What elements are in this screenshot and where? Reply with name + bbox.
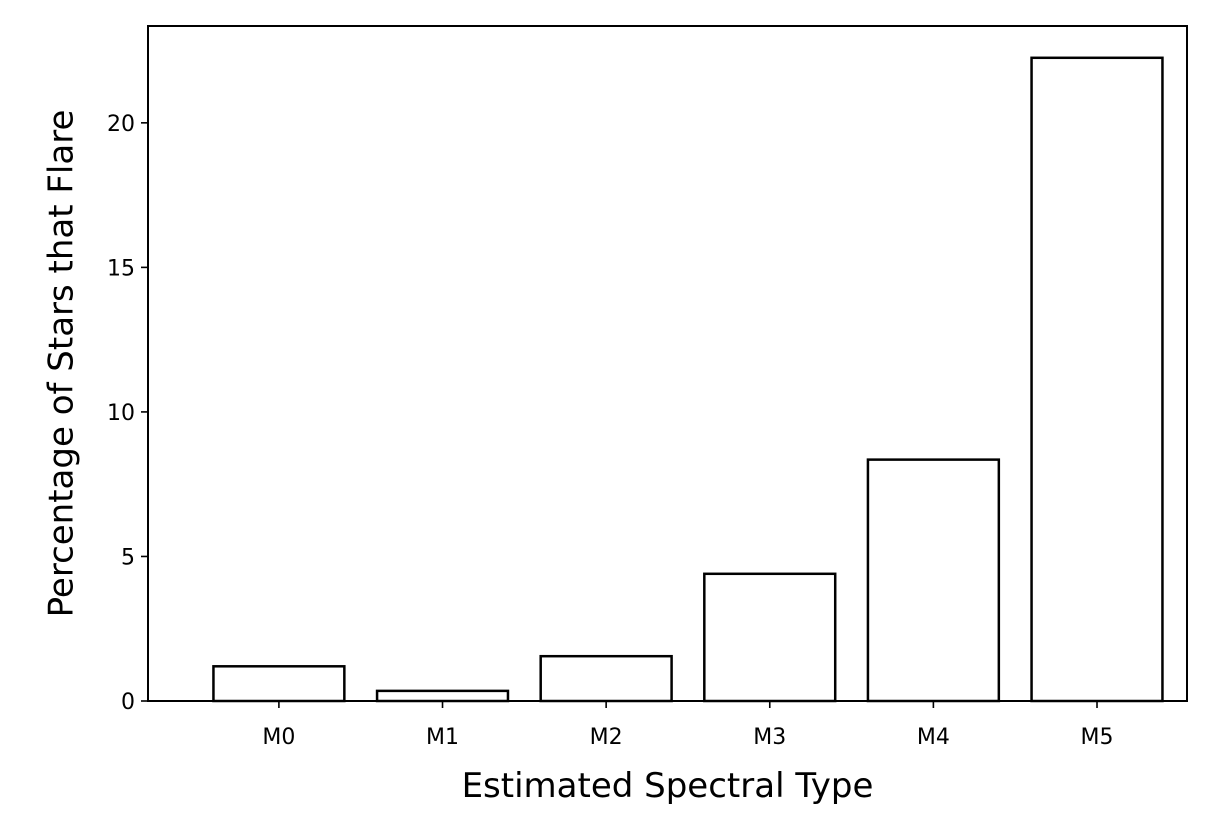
bar-m2 <box>539 654 673 703</box>
x-tick-label: M2 <box>590 725 623 750</box>
y-tick-label: 10 <box>107 401 135 426</box>
y-ticks-group: 0 5 10 15 20 <box>107 112 148 715</box>
bar-m5 <box>1030 56 1164 703</box>
y-axis-label: Percentage of Stars that Flare <box>42 110 82 618</box>
y-tick-label: 15 <box>107 256 135 281</box>
y-tick-label: 20 <box>107 112 135 137</box>
x-tick-label: M5 <box>1081 725 1114 750</box>
x-ticks-group: M0 M1 M2 M3 M4 M5 <box>262 701 1114 750</box>
x-tick-label: M0 <box>262 725 295 750</box>
bar-m1 <box>375 689 510 703</box>
y-tick-label: 5 <box>121 545 135 570</box>
x-axis-label: Estimated Spectral Type <box>462 766 874 806</box>
x-tick-label: M1 <box>426 725 459 750</box>
bar-m3 <box>703 572 837 703</box>
plot-frame <box>147 25 1188 702</box>
bars-group <box>212 56 1164 703</box>
y-tick-label: 0 <box>121 690 135 715</box>
x-tick-label: M3 <box>753 725 786 750</box>
bar-m4 <box>866 458 1001 703</box>
x-tick-label: M4 <box>917 725 950 750</box>
bar-m0 <box>212 665 346 703</box>
